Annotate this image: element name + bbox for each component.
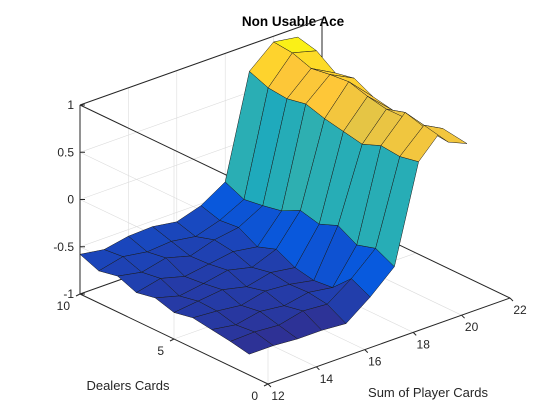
x-tick-label: 12: [271, 389, 285, 403]
x-axis-label: Sum of Player Cards: [368, 385, 488, 400]
x-tick-mark: [316, 366, 320, 371]
x-tick-mark: [412, 332, 417, 336]
z-tick-label: 0.5: [57, 145, 74, 159]
x-tick-mark: [267, 383, 272, 388]
x-tick-mark: [461, 314, 465, 319]
surface-face: [423, 124, 468, 144]
x-tick-label: 14: [320, 372, 334, 386]
x-tick-mark: [509, 297, 514, 302]
z-tick-label: -1: [63, 287, 74, 301]
z-tick-label: 0: [67, 193, 74, 207]
y-tick-label: 0: [251, 389, 258, 403]
box-edge: [267, 297, 511, 385]
box-edge: [79, 18, 323, 106]
surface-mesh: [79, 36, 468, 355]
x-tick-mark: [364, 349, 369, 353]
y-tick-mark: [169, 338, 175, 342]
axis-ticks: 12 14 16 18 20 22 0 5 10-1 -0.5 0 0.5 1: [53, 98, 527, 403]
x-tick-label: 20: [465, 320, 479, 334]
x-tick-label: 18: [417, 337, 431, 351]
y-tick-label: 5: [157, 344, 164, 358]
z-tick-label: -0.5: [53, 240, 74, 254]
y-axis-label: Dealers Cards: [86, 378, 170, 393]
y-tick-label: 10: [57, 299, 71, 313]
x-tick-label: 22: [513, 303, 527, 317]
chart-title: Non Usable Ace: [242, 14, 345, 29]
y-tick-mark: [263, 383, 269, 387]
y-tick-mark: [75, 293, 81, 297]
z-tick-label: 1: [67, 98, 74, 112]
x-tick-label: 16: [368, 355, 382, 369]
